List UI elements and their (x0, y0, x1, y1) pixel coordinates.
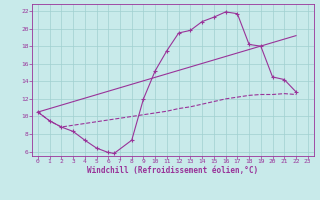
X-axis label: Windchill (Refroidissement éolien,°C): Windchill (Refroidissement éolien,°C) (87, 166, 258, 175)
